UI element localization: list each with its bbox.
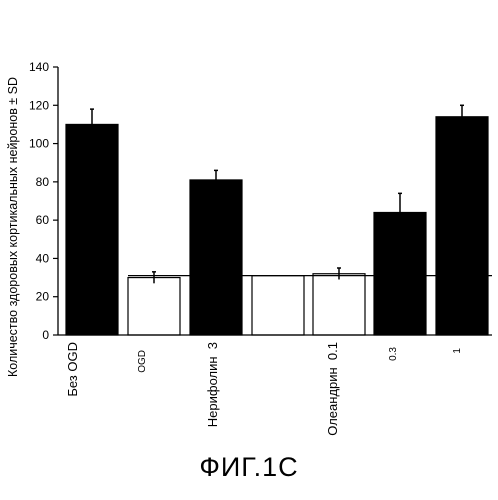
bar: [251, 275, 305, 336]
category-label: Нерифолин 3: [205, 342, 220, 427]
y-tick-label: 140: [29, 60, 49, 74]
y-axis-title: Количество здоровых кортикальных нейроно…: [6, 77, 20, 377]
bar: [373, 211, 427, 336]
y-tick-label: 100: [29, 137, 49, 151]
bar: [435, 116, 489, 336]
y-tick-label: 0: [42, 328, 49, 342]
category-label: 1: [452, 348, 463, 354]
bars: [65, 104, 492, 336]
bar: [189, 179, 243, 336]
y-tick-label: 120: [29, 98, 49, 112]
category-labels: Без OGD OGD Нерифолин 3 Олеандрин 0.1 0.3 1: [65, 342, 463, 436]
bar: [312, 273, 366, 336]
y-tick-label: 80: [36, 175, 50, 189]
y-axis-ticks: 0 20 40 60 80 100 120 140: [29, 60, 58, 342]
y-tick-label: 60: [36, 213, 50, 227]
category-label: Олеандрин 0.1: [325, 342, 340, 436]
bar: [65, 123, 119, 336]
figure-caption: ФИГ.1С: [199, 452, 299, 482]
category-label: Без OGD: [65, 342, 80, 397]
category-label: 0.3: [388, 347, 399, 361]
y-tick-label: 40: [36, 251, 50, 265]
y-tick-label: 20: [36, 290, 50, 304]
category-label: OGD: [137, 350, 148, 373]
bar: [127, 276, 181, 336]
